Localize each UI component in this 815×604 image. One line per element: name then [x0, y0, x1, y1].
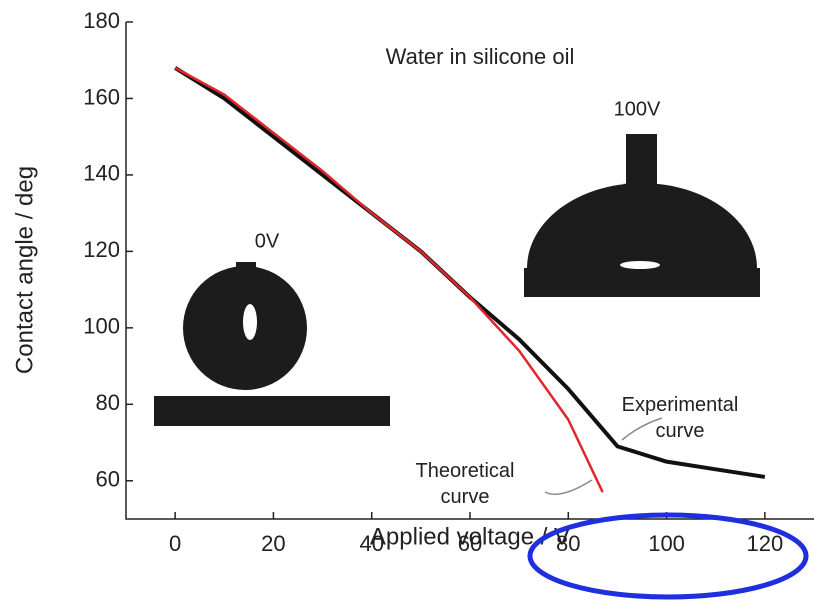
x-tick-label: 40	[359, 531, 383, 556]
page: Applied voltage / V Contact angle / deg …	[0, 0, 815, 604]
x-tick-label: 120	[746, 531, 783, 556]
needle-100v	[626, 134, 657, 194]
y-tick-label: 100	[83, 314, 120, 339]
y-tick-label: 160	[83, 84, 120, 109]
chart: Applied voltage / V Contact angle / deg …	[0, 0, 815, 604]
y-tick-label: 180	[83, 8, 120, 33]
annotation: Experimental curve	[615, 392, 745, 444]
x-tick-label: 60	[458, 531, 482, 556]
annotation: Water in silicone oil	[386, 44, 575, 69]
droplet-100v	[527, 183, 757, 268]
y-tick-label: 60	[96, 467, 120, 492]
annotation: 100V	[614, 98, 661, 120]
y-tick-label: 120	[83, 237, 120, 262]
x-tick-label: 20	[261, 531, 285, 556]
annotation: Theoretical curve	[400, 458, 530, 510]
needle-0v	[236, 262, 256, 272]
droplet-highlight	[243, 304, 257, 340]
y-axis-label: Contact angle / deg	[11, 166, 38, 374]
x-tick-label: 0	[169, 531, 181, 556]
substrate-0v	[154, 396, 390, 426]
leader-line	[545, 480, 592, 494]
y-tick-label: 80	[96, 390, 120, 415]
y-tick-label: 140	[83, 161, 120, 186]
x-tick-label: 80	[556, 531, 580, 556]
annotation: 0V	[255, 230, 280, 252]
substrate-100v	[524, 268, 760, 297]
x-tick-label: 100	[648, 531, 685, 556]
droplet-highlight	[620, 261, 660, 269]
